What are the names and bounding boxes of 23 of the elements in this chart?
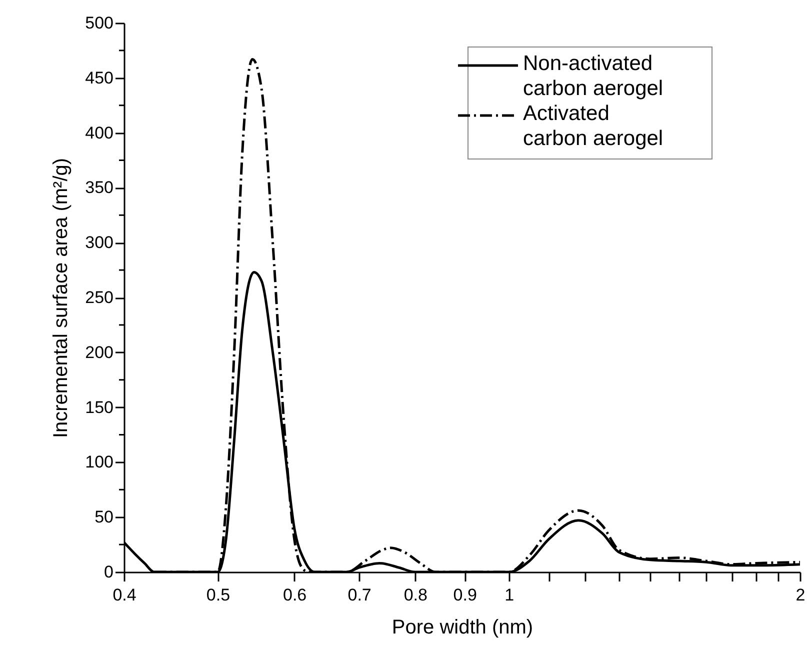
x-tick-label: 0.6 (282, 586, 307, 604)
y-axis-title: Incremental surface area (m²/g) (50, 158, 72, 438)
x-axis-title: Pore width (nm) (392, 616, 534, 638)
y-tick-label: 0 (104, 562, 114, 582)
y-tick-label: 450 (85, 68, 114, 88)
x-tick-label: 0.9 (453, 586, 477, 604)
x-tick-label: 1 (504, 586, 514, 604)
y-tick-label: 400 (85, 123, 114, 142)
y-tick-label: 500 (85, 14, 114, 32)
legend-label: Non-activated carbon aerogel (523, 52, 664, 100)
y-tick-label: 50 (94, 508, 114, 527)
x-tick-label: 0.5 (206, 586, 230, 604)
x-tick-label: 0.4 (112, 586, 136, 604)
y-tick-label: 150 (85, 398, 114, 417)
y-tick-label: 200 (85, 342, 114, 362)
x-tick-label: 0.7 (348, 586, 372, 604)
y-tick-label: 100 (85, 452, 114, 472)
y-tick-label: 250 (85, 288, 114, 307)
y-tick-label: 300 (85, 233, 114, 252)
x-tick-label: 0.8 (404, 586, 428, 604)
y-tick-label: 350 (85, 178, 114, 198)
legend-label: Activated carbon aerogel (523, 102, 664, 150)
x-tick-label: 2 (796, 586, 806, 604)
